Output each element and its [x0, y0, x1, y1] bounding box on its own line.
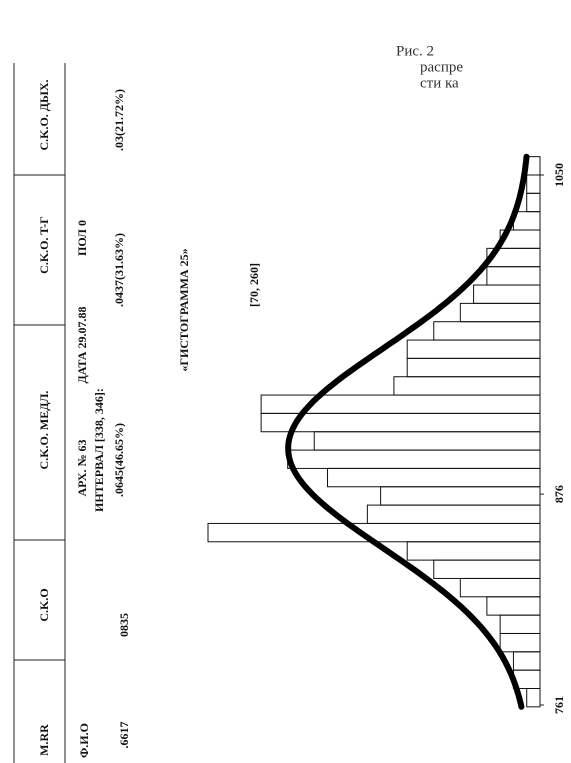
bar	[512, 211, 541, 231]
bar	[459, 302, 541, 323]
bar	[433, 321, 541, 341]
caption-line: сти ка	[420, 75, 459, 91]
date: ДАТА 29.07.88	[75, 307, 89, 384]
bar	[433, 559, 541, 579]
header-cell: C.K.O. МЕДЛ.	[37, 391, 51, 470]
bar	[499, 614, 541, 634]
bar	[486, 596, 541, 616]
bar	[526, 192, 541, 213]
value-cell: .6617	[117, 722, 131, 749]
bar	[287, 449, 541, 469]
bar	[473, 284, 541, 304]
caption-line: Рис. 2	[396, 43, 434, 59]
bar	[313, 431, 541, 451]
chart-title: «ГИСТОГРАММА 25»	[177, 248, 191, 371]
value-cell: .03(21.72%)	[112, 89, 126, 151]
value-cell: .0645(46.65%)	[112, 423, 126, 497]
caption-line: распре	[420, 59, 463, 75]
x-tick-label: 1050	[552, 163, 566, 187]
chart-subtitle: [70, 260]	[247, 263, 261, 307]
bar	[486, 266, 541, 286]
bar	[499, 632, 541, 653]
bar	[380, 486, 541, 506]
bar	[393, 376, 541, 396]
x-tick-label: 876	[552, 485, 566, 503]
fit-curve	[285, 153, 530, 710]
sex: ПОЛ 0	[75, 220, 89, 256]
bar	[459, 577, 541, 598]
header-cell: C.K.O	[37, 588, 51, 621]
bar	[327, 467, 541, 488]
bar	[526, 174, 541, 194]
archive: АРХ. № 63	[75, 439, 89, 496]
value-cell: .0437(31.63%)	[112, 233, 126, 307]
header-cell: C.K.O. ДЫХ.	[37, 79, 51, 150]
name-label: Ф.И.О	[77, 723, 91, 758]
bar	[406, 339, 541, 359]
bar	[526, 687, 541, 708]
header-cell: C.K.O. T-Г	[37, 216, 51, 274]
bar	[406, 357, 541, 378]
rotated-figure: M.RR C.K.O C.K.O. МЕДЛ. C.K.O. T-Г C.K.O…	[13, 63, 566, 763]
bar	[366, 504, 541, 524]
header-cell: M.RR	[37, 724, 51, 756]
bar	[512, 651, 541, 671]
bar	[406, 541, 541, 561]
value-cell: 0835	[117, 613, 131, 637]
x-tick-label: 761	[552, 696, 566, 714]
interval: ИНТЕРВАЛ [338, 346]:	[92, 388, 106, 512]
caption: Рис. 2 распре сти ка	[396, 43, 463, 91]
